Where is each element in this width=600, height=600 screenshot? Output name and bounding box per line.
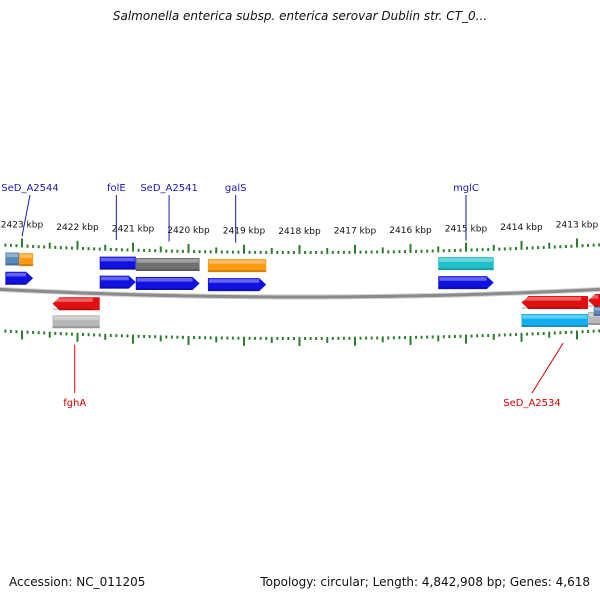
gene-feature <box>52 297 100 311</box>
feature-shadow <box>438 268 494 271</box>
feature-shadow <box>207 289 260 292</box>
gene-label: folE <box>107 183 126 194</box>
gene-labels: SeD_A2544 folE SeD_A2541 galS mglC fghA SeD_A2… <box>1 183 564 409</box>
gene-feature <box>438 257 494 271</box>
ruler-label: 2419 kbp <box>223 227 266 237</box>
ruler-label: 2414 kbp <box>500 223 543 233</box>
ruler-label: 2417 kbp <box>334 227 377 237</box>
feature-shadow <box>52 308 93 311</box>
genome-backbone <box>0 286 600 300</box>
feature-shadow <box>135 269 200 272</box>
feature-highlight <box>53 298 93 302</box>
feature-highlight <box>100 276 129 281</box>
gene-feature <box>588 294 600 308</box>
gene-feature <box>99 275 136 289</box>
feature-shadow <box>135 288 193 291</box>
ruler-ticks-outer <box>4 238 600 254</box>
gene-feature <box>207 278 267 292</box>
feature-shadow <box>207 270 267 273</box>
feature-highlight <box>6 272 27 277</box>
gene-feature <box>5 252 20 266</box>
feature-shadow <box>588 323 600 326</box>
feature-highlight <box>589 295 598 299</box>
feature-shadow <box>5 263 20 266</box>
feature-shadow <box>19 264 34 267</box>
backbone-line <box>0 287 600 299</box>
feature-shadow <box>438 287 487 290</box>
feature-highlight <box>439 277 487 281</box>
feature-highlight <box>208 279 260 283</box>
feature-highlight <box>594 307 600 311</box>
ruler-label: 2416 kbp <box>389 226 432 236</box>
feature-shadow <box>5 282 27 285</box>
ruler-label: 2422 kbp <box>56 223 99 233</box>
feature-highlight <box>53 316 99 320</box>
gene-label: mglC <box>453 183 479 194</box>
gene-feature <box>207 259 267 273</box>
feature-highlight <box>208 260 266 264</box>
gene-label: SeD_A2541 <box>140 183 198 194</box>
feature-highlight <box>522 314 588 319</box>
ruler-label: 2418 kbp <box>278 227 321 237</box>
gene-feature <box>521 295 589 309</box>
gene-feature <box>593 306 600 316</box>
gene-label: SeD_A2534 <box>503 398 561 409</box>
ruler-ticks-inner <box>4 329 600 346</box>
gene-feature <box>438 276 494 290</box>
feature-highlight <box>20 254 33 258</box>
feature-shadow <box>593 313 600 316</box>
feature-tracks <box>5 252 600 329</box>
genome-title: Salmonella enterica subsp. enterica sero… <box>112 9 488 23</box>
feature-highlight <box>439 258 493 262</box>
ruler-labels: 2423 kbp 2422 kbp 2421 kbp 2420 kbp 2419 kbp… <box>1 220 599 237</box>
feature-shadow <box>99 267 136 270</box>
gene-feature <box>521 313 589 327</box>
ruler-label: 2413 kbp <box>556 220 599 230</box>
feature-highlight <box>6 253 19 258</box>
accession-text: Accession: NC_011205 <box>9 575 146 589</box>
gene-label: galS <box>225 183 247 194</box>
gene-label: SeD_A2544 <box>1 183 59 194</box>
gene-feature <box>135 277 200 291</box>
ruler-label: 2423 kbp <box>1 220 44 230</box>
gene-leader-line <box>531 342 564 394</box>
feature-shadow <box>588 305 598 308</box>
gene-feature <box>135 258 200 272</box>
genome-summary-text: Topology: circular; Length: 4,842,908 bp… <box>260 575 590 589</box>
gene-feature <box>99 256 136 270</box>
ruler-label: 2420 kbp <box>167 226 210 236</box>
feature-highlight <box>136 259 199 263</box>
feature-shadow <box>99 286 129 289</box>
feature-highlight <box>522 296 582 301</box>
gene-leader-line <box>21 194 31 237</box>
gene-feature <box>19 253 34 267</box>
gene-feature <box>5 271 34 285</box>
gene-label: fghA <box>63 398 86 409</box>
ruler-label: 2421 kbp <box>112 225 155 235</box>
feature-shadow <box>52 326 100 329</box>
feature-shadow <box>521 324 589 327</box>
feature-highlight <box>100 257 135 262</box>
feature-highlight <box>136 278 193 282</box>
gene-feature <box>52 315 100 329</box>
feature-shadow <box>521 306 582 309</box>
